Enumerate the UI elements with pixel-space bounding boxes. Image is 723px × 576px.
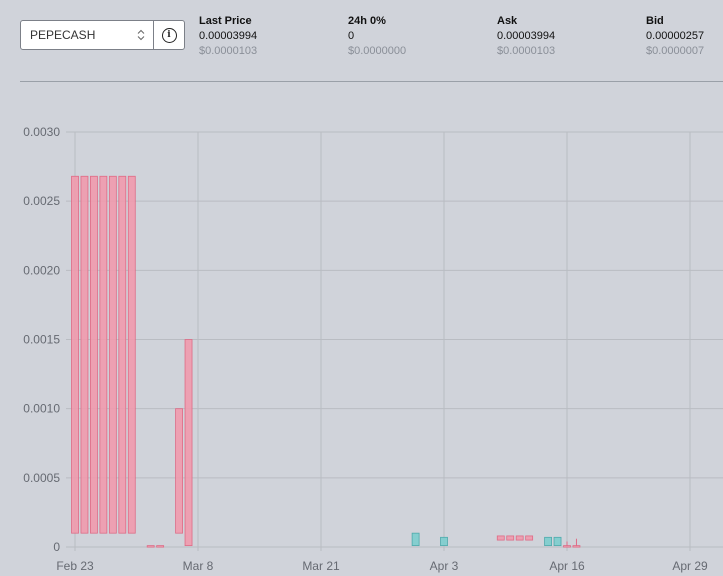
candle-body — [440, 536, 448, 547]
candle-down — [127, 175, 136, 534]
stat-usd-value: $0.0000103 — [497, 45, 556, 57]
candle-down — [515, 535, 524, 541]
candle-body — [544, 536, 552, 547]
x-tick-label: Feb 23 — [56, 559, 94, 573]
header-divider — [20, 81, 723, 82]
market-select[interactable]: PEPECASH i — [20, 20, 185, 50]
candle-down — [184, 339, 193, 547]
stat-value: 0.00003994 — [497, 30, 556, 42]
candle-down — [80, 175, 89, 534]
candle-body — [175, 408, 183, 534]
info-icon: i — [161, 27, 177, 43]
y-tick-label: 0.0015 — [23, 333, 60, 347]
x-tick-label: Apr 29 — [672, 559, 708, 573]
candle-body — [525, 535, 534, 541]
candle-down — [146, 545, 155, 548]
x-tick-label: Apr 16 — [549, 559, 585, 573]
candle-body — [184, 339, 193, 547]
y-tick-label: 0.0020 — [23, 263, 60, 277]
x-tick-label: Mar 21 — [302, 559, 340, 573]
candle-up — [440, 536, 448, 547]
stat-bid: Bid 0.00000257 $0.0000007 — [646, 13, 704, 59]
candle-body — [563, 545, 571, 548]
candle-body — [496, 535, 505, 541]
candle-body — [506, 535, 515, 541]
candle-up — [544, 536, 552, 547]
y-tick-label: 0.0030 — [23, 125, 60, 139]
candle-up — [411, 532, 420, 547]
stat-value: 0.00000257 — [646, 30, 705, 42]
stat-ask: Ask 0.00003994 $0.0000103 — [497, 13, 555, 59]
candle-body — [80, 175, 89, 534]
candle-body — [411, 532, 420, 547]
candle-up — [553, 536, 562, 547]
candle-down — [175, 408, 183, 534]
market-select-value: PEPECASH — [30, 28, 96, 42]
candle-down — [525, 535, 534, 541]
y-tick-label: 0.0005 — [23, 471, 60, 485]
stat-usd-value: $0.0000000 — [348, 45, 407, 57]
candle-body — [515, 535, 524, 541]
candle-down — [118, 175, 127, 534]
candle-body — [553, 536, 562, 547]
candle-down — [90, 175, 98, 534]
candle-down — [71, 175, 79, 534]
candle-body — [71, 175, 79, 534]
candle-down — [496, 535, 505, 541]
candle-down — [572, 538, 581, 548]
candle-body — [146, 545, 155, 548]
x-tick-label: Apr 3 — [430, 559, 459, 573]
stat-last-price: Last Price 0.00003994 $0.0000103 — [199, 13, 257, 59]
y-tick-label: 0.0010 — [23, 402, 60, 416]
stat-label: Ask — [497, 15, 518, 27]
market-dropdown[interactable]: PEPECASH — [21, 21, 154, 49]
chevron-updown-icon — [137, 29, 145, 41]
candle-body — [156, 545, 165, 548]
candle-down — [99, 175, 108, 534]
candle-body — [127, 175, 136, 534]
stat-usd-value: $0.0000007 — [646, 45, 705, 57]
stat-label: Bid — [646, 15, 664, 27]
y-tick-label: 0 — [53, 540, 60, 554]
candle-down — [108, 175, 117, 534]
candle-body — [90, 175, 98, 534]
x-tick-label: Mar 8 — [183, 559, 214, 573]
stat-label: Last Price — [199, 15, 252, 27]
stat-usd-value: $0.0000103 — [199, 45, 258, 57]
candle-body — [108, 175, 117, 534]
info-button[interactable]: i — [154, 21, 184, 49]
candle-down — [563, 541, 571, 548]
candle-body — [118, 175, 127, 534]
stat-value: 0.00003994 — [199, 30, 258, 42]
stat-value: 0 — [348, 30, 355, 42]
stat-24h-change: 24h 0% 0 $0.0000000 — [348, 13, 406, 59]
candle-body — [572, 545, 581, 548]
y-tick-label: 0.0025 — [23, 194, 60, 208]
candle-body — [99, 175, 108, 534]
stat-label: 24h 0% — [348, 15, 386, 27]
candle-down — [156, 545, 165, 548]
candle-down — [506, 535, 515, 541]
